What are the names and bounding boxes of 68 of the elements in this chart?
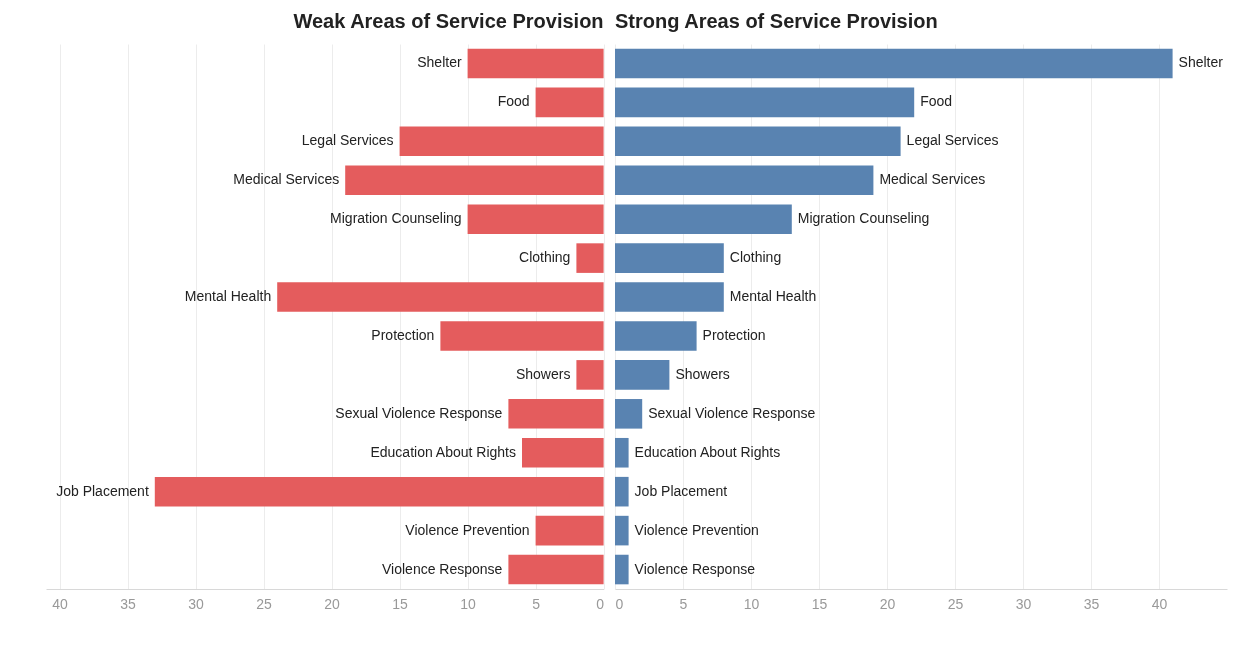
category-label: Education About Rights <box>634 443 781 460</box>
category-label: Clothing <box>729 249 782 266</box>
category-label: Medical Services <box>879 171 986 188</box>
x-tick-label: 25 <box>256 595 273 612</box>
y-tick-label: Education About Rights <box>370 443 516 460</box>
bar <box>615 321 697 351</box>
bar <box>615 243 724 273</box>
x-tick-label: 40 <box>52 595 69 612</box>
x-tick-label: 35 <box>120 595 137 612</box>
x-tick-label: 10 <box>743 595 760 612</box>
bar <box>615 399 643 429</box>
category-label: Protection <box>702 326 766 343</box>
chart-title: Strong Areas of Service Provision <box>615 10 938 32</box>
category-label: Sexual Violence Response <box>648 404 816 421</box>
y-tick-label: Violence Response <box>382 560 503 577</box>
bar <box>440 321 604 351</box>
y-tick-label: Sexual Violence Response <box>335 404 503 421</box>
bar <box>522 437 604 468</box>
y-tick-label: Migration Counseling <box>330 210 462 227</box>
bar <box>615 282 724 312</box>
category-label: Migration Counseling <box>797 210 930 227</box>
bar <box>576 243 604 273</box>
bar <box>615 126 901 157</box>
bar <box>615 87 915 118</box>
category-label: Violence Response <box>634 560 755 577</box>
bar <box>508 399 604 429</box>
bar <box>576 360 604 390</box>
x-tick-label: 5 <box>679 595 688 612</box>
category-label: Showers <box>675 365 730 382</box>
category-label: Job Placement <box>634 482 728 499</box>
category-label: Mental Health <box>729 288 817 305</box>
category-label: Shelter <box>1178 54 1223 71</box>
x-tick-label: 20 <box>879 595 896 612</box>
bar <box>615 554 629 585</box>
bar <box>615 360 670 390</box>
bar <box>467 204 604 234</box>
bar <box>345 165 604 196</box>
bar <box>615 204 792 234</box>
bar <box>535 87 604 118</box>
y-tick-label: Shelter <box>417 54 462 71</box>
bar <box>615 515 629 546</box>
x-tick-label: 30 <box>1015 595 1032 612</box>
category-label: Legal Services <box>906 132 999 149</box>
bar <box>615 437 629 468</box>
chart-title: Weak Areas of Service Provision <box>293 10 604 32</box>
x-tick-label: 35 <box>1083 595 1100 612</box>
x-tick-label: 25 <box>947 595 964 612</box>
bar <box>535 515 604 546</box>
bar <box>615 48 1173 79</box>
x-tick-label: 30 <box>188 595 205 612</box>
bar <box>399 126 604 157</box>
x-tick-label: 0 <box>596 595 605 612</box>
x-tick-label: 10 <box>460 595 477 612</box>
bar <box>467 48 604 79</box>
bar <box>508 554 604 585</box>
x-tick-label: 15 <box>392 595 409 612</box>
bar <box>277 282 604 312</box>
x-tick-label: 15 <box>811 595 828 612</box>
bar <box>615 165 874 196</box>
bar <box>615 476 629 507</box>
category-label: Food <box>920 93 953 110</box>
x-tick-label: 5 <box>532 595 541 612</box>
y-tick-label: Protection <box>371 326 435 343</box>
x-tick-label: 40 <box>1151 595 1168 612</box>
x-tick-label: 0 <box>615 595 624 612</box>
bar <box>154 476 604 507</box>
category-label: Violence Prevention <box>634 521 759 538</box>
x-tick-label: 20 <box>324 595 341 612</box>
